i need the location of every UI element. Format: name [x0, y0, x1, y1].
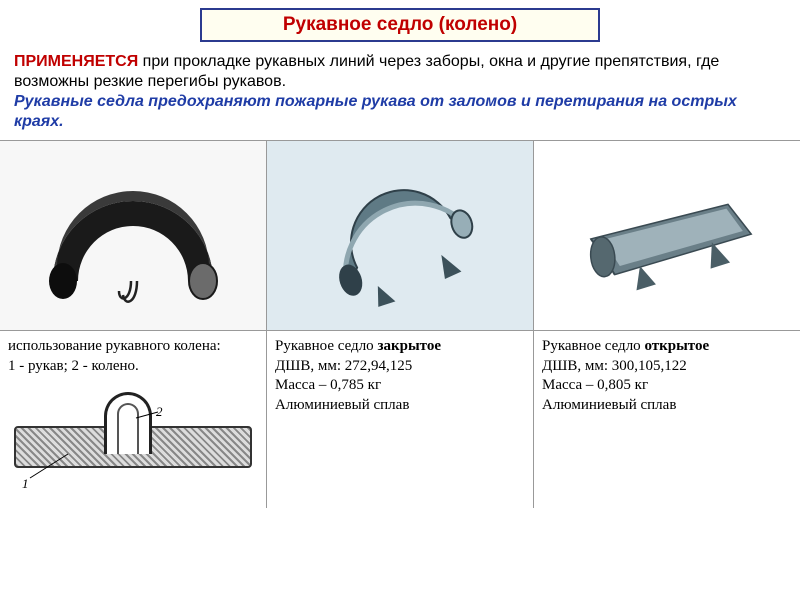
cap2-line1: Рукавное седло закрытое	[275, 337, 525, 357]
img-black-saddle	[0, 141, 266, 331]
applied-label: ПРИМЕНЯЕТСЯ	[14, 53, 138, 70]
col-open: Рукавное седло открытое ДШВ, мм: 300,105…	[534, 141, 800, 508]
caption-closed: Рукавное седло закрытое ДШВ, мм: 272,94,…	[267, 331, 533, 423]
cap2-line4: Алюминиевый сплав	[275, 396, 525, 416]
img-closed-saddle	[267, 141, 533, 331]
cap3-line3: Масса – 0,805 кг	[542, 376, 792, 396]
cap3-line1: Рукавное седло открытое	[542, 337, 792, 357]
diagram-lines	[8, 382, 268, 500]
intro-block: ПРИМЕНЯЕТСЯ при прокладке рукавных линий…	[0, 52, 800, 140]
cap2-line3: Масса – 0,785 кг	[275, 376, 525, 396]
svg-open-saddle	[552, 151, 782, 321]
col-closed: Рукавное седло закрытое ДШВ, мм: 272,94,…	[267, 141, 534, 508]
usage-diagram: 1 2	[8, 382, 258, 500]
caption-open: Рукавное седло открытое ДШВ, мм: 300,105…	[534, 331, 800, 423]
page-title: Рукавное седло (колено)	[200, 8, 600, 42]
content-grid: использование рукавного колена: 1 - рука…	[0, 140, 800, 508]
svg-closed-saddle	[285, 151, 515, 321]
cap2-line2: ДШВ, мм: 272,94,125	[275, 357, 525, 377]
img-open-saddle	[534, 141, 800, 331]
purpose-text: Рукавные седла предохраняют пожарные рук…	[14, 93, 737, 130]
cap1-line1: использование рукавного колена:	[8, 337, 258, 357]
svg-black-saddle	[23, 151, 243, 321]
col-usage: использование рукавного колена: 1 - рука…	[0, 141, 267, 508]
cap1-line2: 1 - рукав; 2 - колено.	[8, 357, 258, 377]
cap3-line4: Алюминиевый сплав	[542, 396, 792, 416]
cap3-line2: ДШВ, мм: 300,105,122	[542, 357, 792, 377]
caption-usage: использование рукавного колена: 1 - рука…	[0, 331, 266, 508]
